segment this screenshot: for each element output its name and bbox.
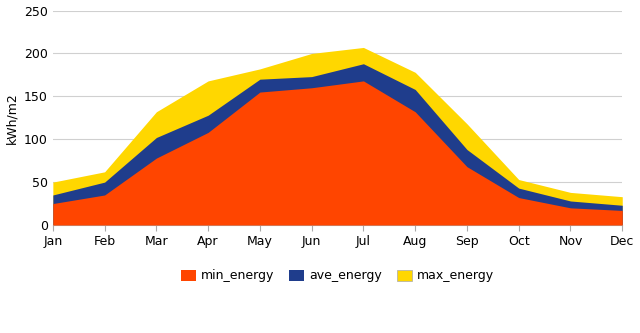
Legend: min_energy, ave_energy, max_energy: min_energy, ave_energy, max_energy [176,264,499,287]
Y-axis label: kWh/m2: kWh/m2 [6,92,19,144]
